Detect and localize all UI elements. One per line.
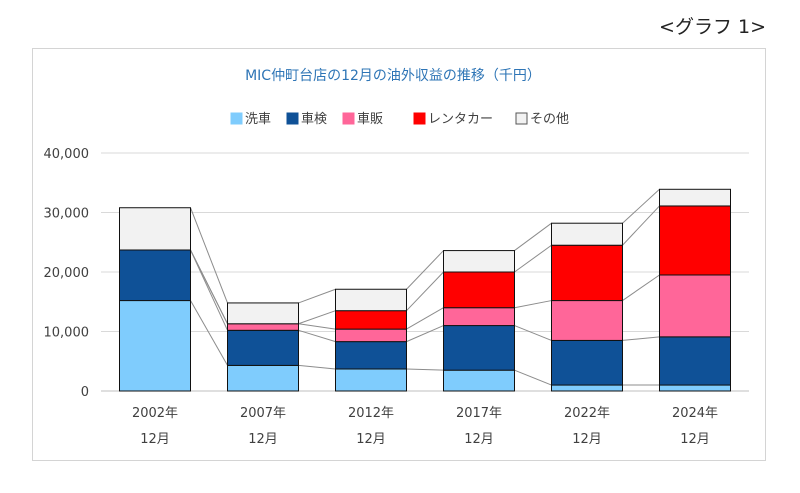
legend: 洗車 車検 車販 レンタカー その他: [230, 112, 569, 127]
bar-3-series-3: [443, 271, 515, 309]
legend-swatch-3: [413, 112, 426, 125]
bar-4-series-4: [551, 222, 623, 246]
stacked-bar-chart: MIC仲町台店の12月の油外収益の推移（千円） 洗車 車検 車販 レンタカー その他 0…: [44, 68, 749, 447]
legend-label-4: その他: [530, 112, 569, 127]
bar-3-series-1: [443, 325, 515, 371]
series-line-2-2: [406, 325, 444, 343]
series-line-0-4: [190, 249, 228, 324]
series-line-3-1: [514, 369, 552, 386]
legend-swatch-0: [230, 112, 243, 125]
bars: [119, 188, 731, 392]
bar-2-series-2: [335, 328, 407, 343]
gridlines: [101, 152, 749, 392]
y-tick-label-2: 20,000: [44, 266, 90, 281]
bar-2-series-0: [335, 368, 407, 392]
x-tick-year-0: 2002年: [132, 406, 178, 421]
series-line-4-5: [622, 188, 660, 224]
bar-2-series-1: [335, 341, 407, 370]
legend-label-2: 車販: [357, 112, 383, 127]
bar-5-series-3: [659, 205, 731, 276]
series-line-3-2: [514, 325, 552, 341]
x-tick-year-5: 2024年: [672, 406, 718, 421]
bar-3-series-4: [443, 250, 515, 273]
bar-2-series-3: [335, 310, 407, 330]
x-tick-year-1: 2007年: [240, 406, 286, 421]
y-axis-ticks: 0 10,000 20,000 30,000 40,000: [44, 147, 90, 400]
x-tick-year-2: 2012年: [348, 406, 394, 421]
series-line-4-3: [622, 274, 660, 301]
series-lines: [190, 188, 660, 386]
y-tick-label-0: 0: [81, 385, 89, 400]
series-line-1-3: [298, 323, 336, 330]
legend-label-3: レンタカー: [428, 112, 493, 127]
bar-0-series-1: [119, 249, 191, 302]
series-line-2-4: [406, 271, 444, 312]
series-line-1-4: [298, 310, 336, 325]
series-line-3-4: [514, 244, 552, 273]
legend-swatch-1: [286, 112, 299, 125]
x-tick-month-5: 12月: [680, 432, 710, 447]
bar-1-series-0: [227, 364, 299, 392]
chart-frame: MIC仲町台店の12月の油外収益の推移（千円） 洗車 車検 車販 レンタカー その他 0…: [32, 48, 766, 461]
bar-4-series-0: [551, 384, 623, 392]
x-tick-month-2: 12月: [356, 432, 386, 447]
bar-5-series-0: [659, 384, 731, 392]
y-tick-label-4: 40,000: [44, 147, 90, 162]
series-line-1-2: [298, 329, 336, 343]
bar-1-series-1: [227, 329, 299, 366]
series-line-4-2: [622, 336, 660, 341]
bar-4-series-2: [551, 300, 623, 341]
bar-1-series-2: [227, 323, 299, 331]
series-line-3-3: [514, 300, 552, 309]
y-tick-label-3: 30,000: [44, 207, 90, 222]
series-line-1-1: [298, 364, 336, 370]
chart-title: MIC仲町台店の12月の油外収益の推移（千円）: [245, 68, 541, 84]
bar-3-series-0: [443, 369, 515, 392]
series-line-2-5: [406, 250, 444, 290]
legend-swatch-4: [515, 112, 528, 125]
series-line-3-5: [514, 222, 552, 251]
graph-number-label: <グラフ 1>: [659, 16, 766, 38]
bar-5-series-1: [659, 336, 731, 386]
legend-label-1: 車検: [301, 112, 327, 127]
x-tick-month-4: 12月: [572, 432, 602, 447]
bar-4-series-3: [551, 244, 623, 302]
series-line-0-5: [190, 207, 228, 304]
x-tick-month-1: 12月: [248, 432, 278, 447]
x-tick-year-4: 2022年: [564, 406, 610, 421]
bar-0-series-0: [119, 300, 191, 392]
bar-4-series-1: [551, 339, 623, 386]
bar-5-series-2: [659, 274, 731, 338]
x-tick-year-3: 2017年: [456, 406, 502, 421]
legend-label-0: 洗車: [245, 112, 271, 127]
series-line-2-1: [406, 368, 444, 371]
series-line-1-5: [298, 288, 336, 304]
x-axis-ticks: 2002年 12月 2007年 12月 2012年 12月 2017年 12月 2022年 12月…: [132, 406, 718, 447]
bar-5-series-4: [659, 188, 731, 207]
bar-3-series-2: [443, 307, 515, 327]
bar-1-series-4: [227, 302, 299, 325]
series-line-0-1: [190, 300, 228, 366]
bar-2-series-4: [335, 288, 407, 312]
bar-0-series-4: [119, 207, 191, 251]
x-tick-month-0: 12月: [140, 432, 170, 447]
y-tick-label-1: 10,000: [44, 326, 90, 341]
x-tick-month-3: 12月: [464, 432, 494, 447]
series-line-2-3: [406, 307, 444, 330]
series-line-4-4: [622, 205, 660, 246]
legend-swatch-2: [342, 112, 355, 125]
